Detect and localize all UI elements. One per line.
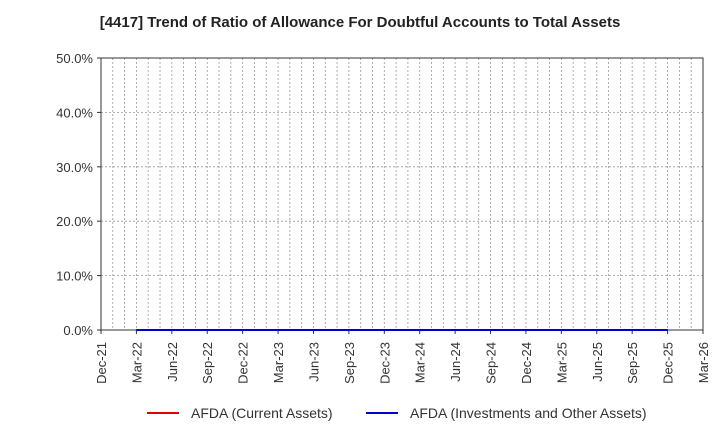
x-tick-label: Sep-25: [625, 342, 640, 384]
legend-swatch: [147, 412, 179, 414]
y-tick-label: 50.0%: [56, 51, 93, 66]
x-tick-label: Sep-22: [200, 342, 215, 384]
data-point: [383, 329, 385, 331]
x-tick-label: Mar-25: [554, 342, 569, 383]
data-point: [277, 329, 279, 331]
x-tick-label: Dec-24: [519, 342, 534, 384]
x-tick-label: Mar-26: [696, 342, 711, 383]
data-point: [490, 329, 492, 331]
x-tick-label: Dec-21: [94, 342, 109, 384]
x-tick-label: Mar-23: [271, 342, 286, 383]
x-tick-label: Mar-22: [129, 342, 144, 383]
data-point: [667, 329, 669, 331]
data-point: [419, 329, 421, 331]
x-tick-label: Sep-24: [484, 342, 499, 384]
data-point: [312, 329, 314, 331]
legend-item-investments: AFDA (Investments and Other Assets): [366, 405, 647, 421]
data-point: [206, 329, 208, 331]
y-tick-label: 10.0%: [56, 269, 93, 284]
data-point: [525, 329, 527, 331]
x-tick-label: Mar-24: [413, 342, 428, 383]
x-tick-label: Jun-22: [165, 342, 180, 382]
x-tick-label: Dec-23: [377, 342, 392, 384]
data-point: [596, 329, 598, 331]
plot-border: [100, 57, 704, 331]
x-tick-label: Sep-23: [342, 342, 357, 384]
y-tick-label: 0.0%: [63, 323, 93, 338]
data-point: [242, 329, 244, 331]
chart-title: [4417] Trend of Ratio of Allowance For D…: [99, 14, 621, 31]
y-tick-label: 20.0%: [56, 214, 93, 229]
y-tick-label: 40.0%: [56, 105, 93, 120]
x-tick-label: Dec-22: [236, 342, 251, 384]
legend-label: AFDA (Investments and Other Assets): [410, 405, 647, 421]
x-tick-label: Dec-25: [661, 342, 676, 384]
data-point: [135, 329, 137, 331]
data-point: [348, 329, 350, 331]
data-point: [454, 329, 456, 331]
y-tick-label: 30.0%: [56, 160, 93, 175]
legend-label: AFDA (Current Assets): [191, 405, 333, 421]
legend-swatch: [366, 412, 398, 414]
data-point: [171, 329, 173, 331]
x-tick-label: Jun-25: [590, 342, 605, 382]
data-point: [631, 329, 633, 331]
legend-item-current-assets: AFDA (Current Assets): [147, 405, 333, 421]
x-tick-label: Jun-23: [306, 342, 321, 382]
data-point: [560, 329, 562, 331]
x-tick-label: Jun-24: [448, 342, 463, 382]
